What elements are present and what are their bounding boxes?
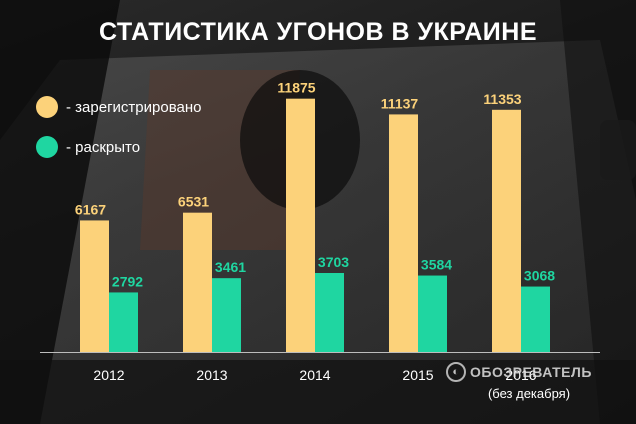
legend-label-registered: - зарегистрировано [66, 98, 202, 116]
bar-registered-2013 [183, 212, 212, 352]
bar-registered-2012 [80, 220, 109, 352]
globe-icon: ◐ [446, 362, 466, 382]
bar-registered-2014 [286, 98, 315, 353]
bar-solved-2014 [315, 273, 344, 352]
x-tick-label-2013: 2013 [196, 367, 227, 383]
data-label-registered-2015: 11137 [381, 95, 419, 111]
legend-item-registered: - зарегистрировано [36, 92, 201, 122]
data-label-registered-2013: 6531 [178, 194, 209, 210]
x-tick-label-2014: 2014 [299, 367, 330, 383]
data-label-solved-2014: 3703 [318, 254, 349, 270]
bar-solved-2015 [418, 275, 447, 352]
data-label-registered-2016: 11353 [483, 91, 521, 107]
chart-title: СТАТИСТИКА УГОНОВ В УКРАИНЕ [99, 18, 537, 46]
data-label-solved-2012: 2792 [112, 273, 143, 289]
legend-item-solved: - раскрыто [36, 132, 201, 162]
x-tick-label-2015: 2015 [402, 367, 433, 383]
bar-solved-2013 [212, 278, 241, 352]
data-label-solved-2013: 3461 [215, 259, 246, 275]
bar-registered-2015 [389, 114, 418, 352]
legend-swatch-solved [36, 136, 58, 158]
x-tick-label-2016: 2016 [505, 367, 536, 383]
legend-label-solved: - раскрыто [66, 138, 141, 156]
legend: - зарегистрировано - раскрыто [36, 92, 201, 172]
data-label-solved-2015: 3584 [421, 257, 452, 273]
data-label-registered-2012: 6167 [75, 201, 106, 217]
x-tick-label-2012: 2012 [93, 367, 124, 383]
data-label-registered-2014: 11875 [277, 80, 315, 96]
bar-solved-2012 [109, 292, 138, 352]
watermark: ◐ ОБОЗРЕВАТЕЛЬ [446, 362, 592, 382]
data-label-solved-2016: 3068 [524, 268, 555, 284]
watermark-text: ОБОЗРЕВАТЕЛЬ [470, 364, 592, 380]
bar-registered-2016 [492, 109, 521, 352]
x-tick-sublabel-2016: (без декабря) [488, 386, 570, 401]
legend-swatch-registered [36, 96, 58, 118]
bar-solved-2016 [521, 286, 550, 352]
